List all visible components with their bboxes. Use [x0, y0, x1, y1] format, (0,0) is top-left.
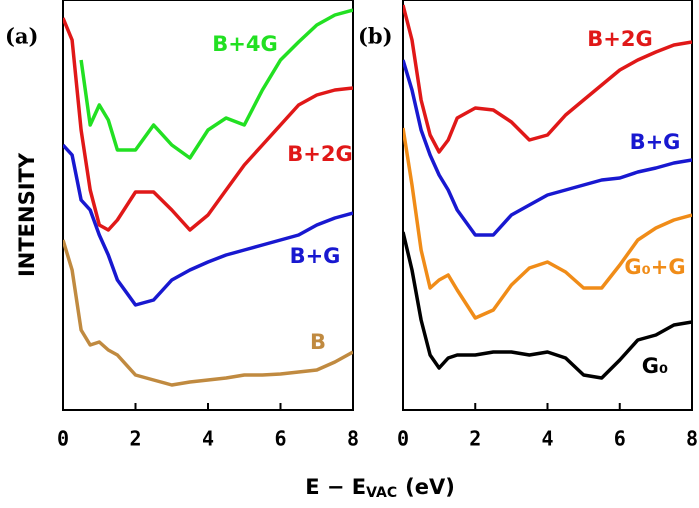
- series-label: B+G: [630, 130, 681, 154]
- plot-frame: [402, 0, 693, 411]
- x-axis-label: E − EVAC (eV): [305, 475, 455, 501]
- x-tick-label: 4: [202, 427, 214, 451]
- series-label: G₀+G: [624, 255, 685, 279]
- series-line: [63, 239, 353, 387]
- series-line: [403, 231, 692, 380]
- x-label-unit: (eV): [405, 475, 455, 499]
- series-label: B+2G: [287, 142, 352, 166]
- x-tick-label: 2: [129, 427, 141, 451]
- x-tick-label: 6: [614, 427, 626, 451]
- series-line: [63, 143, 353, 307]
- plot-lines: [63, 8, 353, 387]
- x-tick-label: 4: [541, 427, 553, 451]
- series-label: B: [310, 330, 326, 354]
- x-tick-label: 8: [347, 427, 359, 451]
- panel-title: (a): [5, 24, 38, 49]
- series-line: [403, 127, 692, 320]
- series-line: [79, 8, 353, 160]
- x-tick-label: 2: [469, 427, 481, 451]
- x-tick-label: 8: [686, 427, 698, 451]
- series-label: B+G: [290, 244, 341, 268]
- series-label: G₀: [642, 354, 668, 378]
- series-line: [403, 4, 692, 154]
- series-label: B+2G: [587, 27, 652, 51]
- plot-lines: [403, 4, 692, 380]
- panel-title: (b): [358, 24, 393, 49]
- x-tick-label: 0: [57, 427, 69, 451]
- x-label-text: E − E: [305, 475, 366, 499]
- series-line: [403, 59, 692, 237]
- series-line: [63, 17, 353, 232]
- x-label-sub: VAC: [366, 485, 397, 501]
- y-axis-label: INTENSITY: [15, 152, 39, 277]
- series-label: B+4G: [212, 32, 277, 56]
- x-tick-label: 0: [397, 427, 409, 451]
- x-tick-label: 6: [274, 427, 286, 451]
